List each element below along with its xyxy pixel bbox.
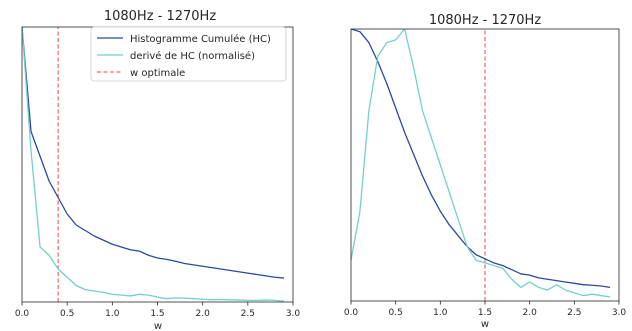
chart-left-x-label: w: [154, 321, 162, 331]
x-tick-label: 0.0: [344, 308, 359, 318]
legend-label-optimal: w optimale: [130, 68, 185, 79]
x-tick-label: 2.0: [523, 308, 538, 318]
chart-right-x-ticks: 0.0 0.5 1.0 1.5 2.0 2.5 3.0: [344, 301, 627, 318]
legend-label-derive: derivé de HC (normalisé): [130, 50, 255, 62]
chart-left-plot-area: [22, 27, 285, 302]
x-tick-label: 2.0: [196, 309, 211, 319]
chart-left-title: 1080Hz - 1270Hz: [104, 9, 216, 24]
x-tick-label: 1.5: [478, 308, 492, 318]
derive-series-line: [351, 29, 611, 298]
chart-left-x-ticks: 0.0 0.5 1.0 1.5 2.0 2.5 3.0: [15, 302, 301, 319]
legend-label-hc: Histogramme Cumulée (HC): [130, 33, 271, 45]
derive-series-line: [22, 27, 285, 302]
chart-right-plot-area: [351, 29, 611, 301]
chart-right-title: 1080Hz - 1270Hz: [429, 13, 541, 28]
x-tick-label: 1.0: [433, 308, 448, 318]
x-tick-label: 2.5: [241, 309, 255, 319]
hc-series-line: [351, 29, 611, 289]
chart-left: 1080Hz - 1270Hz 0.0 0.5 1.0 1.5 2.0 2.5 3.0 w …: [15, 9, 301, 331]
chart-left-legend: Histogramme Cumulée (HC) derivé de HC (n…: [90, 26, 287, 82]
x-tick-label: 3.0: [286, 309, 301, 319]
legend-box: [90, 26, 287, 82]
chart-right-x-label: w: [481, 319, 489, 330]
x-tick-label: 0.0: [15, 309, 30, 319]
x-tick-label: 2.5: [567, 308, 581, 318]
x-tick-label: 3.0: [612, 308, 627, 318]
x-tick-label: 0.5: [60, 309, 74, 319]
x-tick-label: 0.5: [389, 308, 403, 318]
x-tick-label: 1.5: [150, 309, 164, 319]
chart-right: 1080Hz - 1270Hz 0.0 0.5 1.0 1.5 2.0 2.5 3.0 w: [344, 13, 627, 330]
x-tick-label: 1.0: [105, 309, 120, 319]
hc-series-line: [22, 27, 285, 279]
